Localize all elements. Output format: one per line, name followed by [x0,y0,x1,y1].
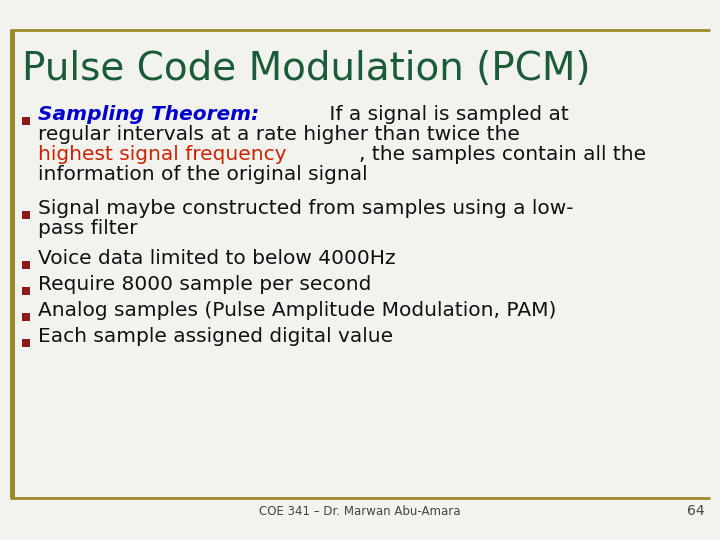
Bar [10,30,15,498]
Text: regular intervals at a rate higher than twice the: regular intervals at a rate higher than … [38,125,520,144]
Text: information of the original signal: information of the original signal [38,165,368,184]
Text: Sampling Theorem:: Sampling Theorem: [38,105,259,124]
Text: pass filter: pass filter [38,219,138,238]
Bar [22,339,30,347]
Text: highest signal frequency: highest signal frequency [38,145,287,164]
Text: Pulse Code Modulation (PCM): Pulse Code Modulation (PCM) [22,50,590,88]
Text: 64: 64 [688,504,705,518]
Text: , the samples contain all the: , the samples contain all the [359,145,646,164]
Bar [22,261,30,269]
Text: Signal maybe constructed from samples using a low-: Signal maybe constructed from samples us… [38,199,574,218]
Text: Require 8000 sample per second: Require 8000 sample per second [38,275,372,294]
Bar [22,313,30,321]
Text: Analog samples (Pulse Amplitude Modulation, PAM): Analog samples (Pulse Amplitude Modulati… [38,301,557,320]
Text: COE 341 – Dr. Marwan Abu-Amara: COE 341 – Dr. Marwan Abu-Amara [259,505,461,518]
Bar [22,117,30,125]
Text: Voice data limited to below 4000Hz: Voice data limited to below 4000Hz [38,249,395,268]
Text: Each sample assigned digital value: Each sample assigned digital value [38,327,393,346]
Bar [22,211,30,219]
Text: If a signal is sampled at: If a signal is sampled at [323,105,569,124]
Bar [22,287,30,295]
